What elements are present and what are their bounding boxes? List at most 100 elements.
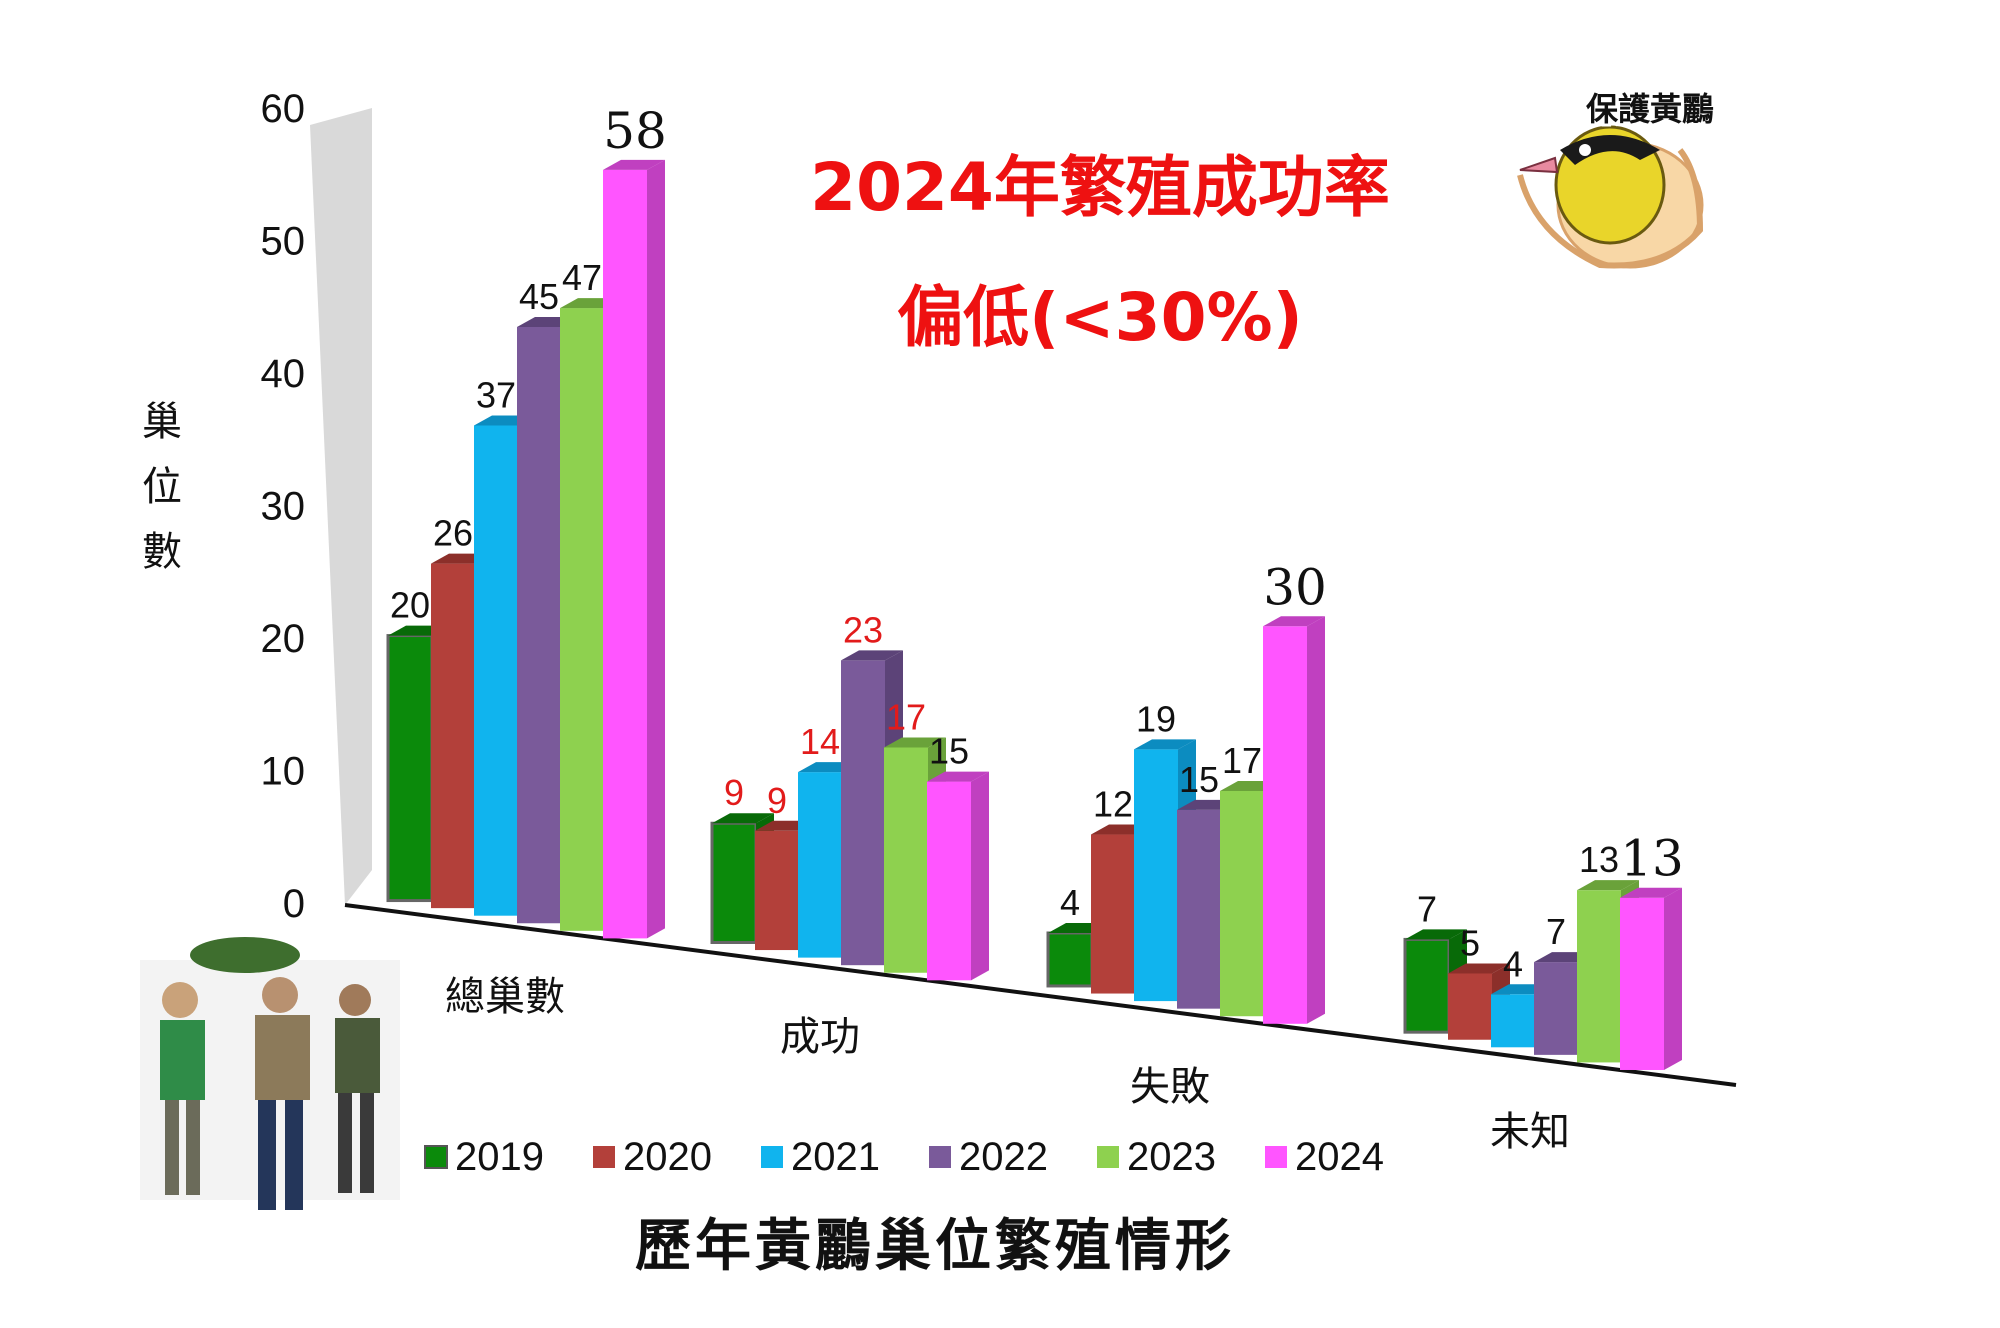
bar-side [647,159,665,939]
data-label: 30 [1263,558,1327,616]
bar [431,563,475,909]
bar [517,327,561,924]
bar [1491,994,1535,1048]
bar [1534,962,1578,1055]
data-label: 26 [433,513,473,554]
bar [798,772,842,958]
data-label: 9 [767,780,787,821]
bar [1177,809,1221,1009]
data-label: 14 [800,721,840,762]
legend-swatch [593,1146,615,1168]
legend-label: 2019 [455,1135,544,1179]
legend-label: 2022 [959,1135,1048,1179]
bar-top [603,159,665,170]
bar-top [1134,739,1196,750]
data-label: 37 [476,374,516,415]
data-label: 9 [724,772,744,813]
data-label: 4 [1503,943,1523,984]
data-label: 20 [390,585,430,626]
bar [755,830,799,951]
legend-label: 2024 [1295,1135,1384,1179]
bar-side [1307,616,1325,1024]
bar [1220,790,1264,1017]
y-axis: 0 10 20 30 40 50 60 [261,87,306,926]
legend-swatch [761,1146,783,1168]
data-label: 58 [603,102,667,160]
y-tick-label: 10 [261,750,306,794]
x-category-label: 失敗 [1130,1064,1210,1110]
data-label: 15 [1179,759,1219,800]
data-label: 7 [1546,911,1566,952]
y-tick-label: 0 [283,882,305,926]
data-label: 13 [1579,839,1619,880]
legend-swatch [929,1146,951,1168]
data-label: 17 [886,696,926,737]
y-tick-label: 40 [261,352,306,396]
bar [474,425,518,916]
bar [1577,890,1621,1063]
bar [1263,626,1307,1024]
chart-back-wall [310,108,372,905]
bar [1091,834,1135,994]
x-category-label: 總巢數 [445,974,565,1020]
bar [884,747,928,973]
data-label: 12 [1093,784,1133,825]
legend-label: 2021 [791,1135,880,1179]
bar-top [1263,616,1325,627]
y-tick-label: 60 [261,87,306,131]
bar [1620,897,1664,1070]
data-label: 5 [1460,922,1480,963]
bar [1403,937,1451,1034]
bar [710,821,758,944]
data-label: 4 [1060,882,1080,923]
data-label: 13 [1620,830,1684,888]
data-label: 7 [1417,888,1437,929]
bar [1448,973,1492,1040]
legend-swatch [1097,1146,1119,1168]
photographers-photo [140,937,400,1210]
x-category-label: 未知 [1490,1109,1570,1155]
legend-swatch [424,1145,448,1169]
data-label: 19 [1136,698,1176,739]
y-tick-label: 50 [261,220,306,264]
bar [1046,931,1094,988]
x-category-label: 成功 [780,1014,860,1060]
legend: 2019 2020 2021 2022 2023 2024 [424,1135,1384,1179]
bar [1134,749,1178,1002]
data-label: 47 [562,257,602,298]
bar [603,169,647,939]
legend-swatch [1265,1146,1287,1168]
logo-text: 保護黃鸝 [1586,90,1714,128]
bar-side [971,771,989,981]
bar-side [1664,887,1682,1070]
bar-top [927,771,989,782]
legend-label: 2020 [623,1135,712,1179]
bar-top [712,813,774,824]
annotation-line-1: 2024年繁殖成功率 [810,149,1390,226]
data-label: 15 [929,731,969,772]
bar [927,781,971,981]
bar [386,634,434,903]
chart-title: 歷年黃鸝巢位繁殖情形 [635,1213,1235,1279]
bar-top [1448,963,1510,974]
y-tick-label: 20 [261,617,306,661]
oriole-logo: 保護黃鸝 [1517,87,1717,269]
bar-top [1620,887,1682,898]
bar-top [1577,880,1639,891]
data-label: 45 [519,276,559,317]
legend-label: 2023 [1127,1135,1216,1179]
x-axis-line [344,903,1737,1087]
bar-top [1405,929,1467,940]
annotation-line-2: 偏低(<30%) [897,279,1303,356]
y-tick-label: 30 [261,485,306,529]
data-label: 17 [1222,740,1262,781]
bar-top [841,650,903,661]
bar [841,660,885,966]
bar-top [884,737,946,748]
y-axis-title: 巢位數 [142,399,182,575]
bar [560,308,604,931]
bar-series [386,159,1682,1070]
